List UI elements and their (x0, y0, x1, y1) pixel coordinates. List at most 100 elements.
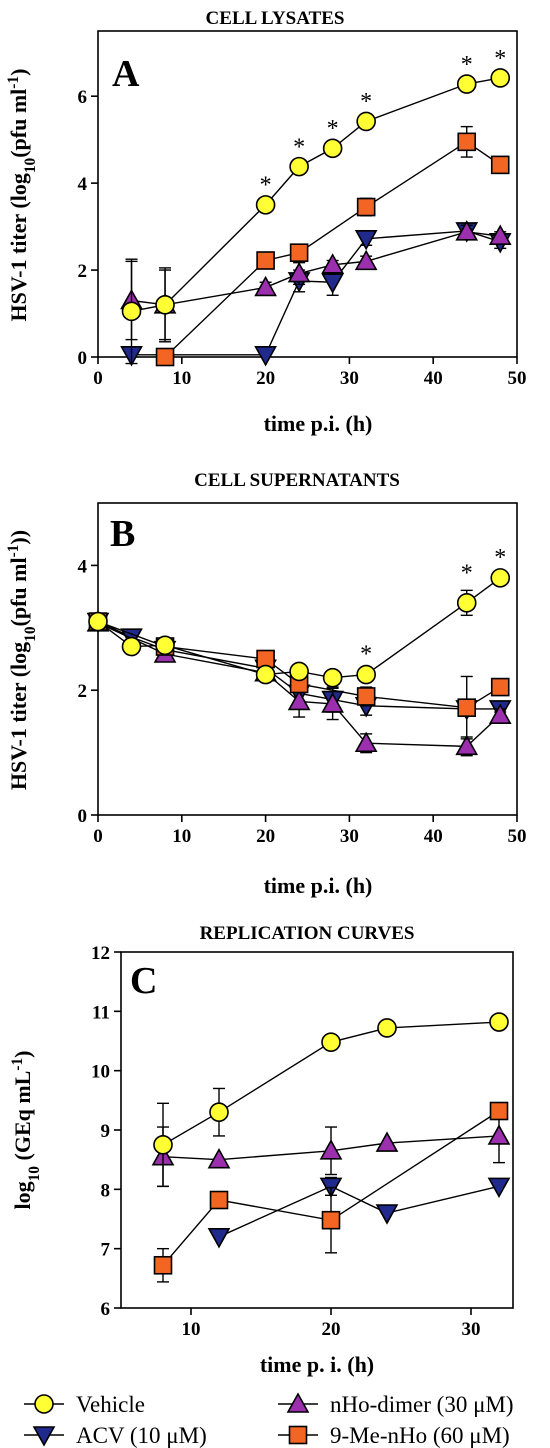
x-tick-label: 20 (256, 826, 275, 847)
significance-asterisk: * (494, 46, 506, 72)
x-tick-label: 0 (93, 826, 103, 847)
series-line (131, 231, 501, 306)
data-point (488, 703, 512, 724)
series-line (97, 622, 501, 748)
data-point (375, 1204, 399, 1225)
data-point (489, 1012, 509, 1032)
data-point (287, 689, 311, 711)
y-tick-label: 4 (78, 174, 88, 195)
data-point (254, 346, 277, 367)
y-axis-label: log10 (GEq mL-1) (9, 1050, 43, 1209)
significance-asterisk: * (327, 116, 339, 142)
panel-b: CELL SUPERNATANTS B 0 10 20 30 40 50 0 2 4 time p.i… (5, 470, 527, 898)
data-point (455, 734, 479, 756)
data-point (209, 1190, 229, 1210)
y-tick-label: 0 (78, 806, 88, 827)
significance-asterisk: * (461, 560, 473, 586)
data-point (254, 275, 277, 297)
y-tick-label: 11 (92, 1002, 110, 1023)
data-point (490, 677, 510, 697)
significance-asterisk: * (360, 641, 372, 667)
panel-letter: B (110, 513, 135, 555)
y-tick-label: 12 (91, 943, 110, 964)
panel-c: REPLICATION CURVES C 10 20 30 6 7 8 9 10 11 12 time … (9, 923, 514, 1377)
data-point (356, 111, 376, 132)
data-point (321, 692, 344, 713)
significance-asterisk: * (461, 52, 473, 78)
chart-title: CELL LYSATES (206, 8, 345, 29)
y-tick-label: 2 (78, 681, 88, 702)
chart-title: CELL SUPERNATANTS (194, 470, 400, 491)
data-point (455, 220, 479, 241)
data-point (377, 1018, 397, 1038)
series-vehicle (121, 68, 511, 365)
significance-asterisk: * (293, 134, 305, 160)
data-point (289, 243, 309, 262)
y-tick-label: 6 (78, 87, 88, 108)
legend-marker (286, 1392, 310, 1413)
series-acv (207, 1176, 511, 1249)
legend-item-methyl: 9-Me-nHo (60 μM) (278, 1423, 510, 1448)
data-point (490, 155, 510, 175)
y-tick-label: 4 (78, 556, 88, 577)
series-line (131, 77, 501, 313)
plot-frame (97, 502, 518, 816)
series-line (162, 1110, 500, 1266)
data-point (490, 568, 511, 588)
series-line (218, 1185, 500, 1238)
y-tick-label: 6 (101, 1299, 111, 1320)
data-point (153, 1255, 173, 1275)
legend: Vehicle nHo-dimer (30 μM) ACV (10 μM) 9-Me-… (24, 1392, 514, 1448)
data-point (319, 1139, 343, 1160)
x-tick-label: 30 (462, 1319, 481, 1340)
x-tick-label: 20 (322, 1319, 341, 1340)
data-point (321, 1210, 341, 1230)
series-methyl (155, 125, 510, 367)
x-tick-label: 40 (424, 826, 443, 847)
series-dimer (151, 1108, 511, 1188)
y-axis-label: HSV-1 titer (log10(pfu ml-1)) (5, 530, 39, 790)
data-point (356, 687, 376, 706)
x-tick-label: 0 (93, 368, 103, 389)
data-point (487, 1124, 511, 1145)
data-point (487, 1177, 511, 1199)
significance-asterisk: * (494, 545, 506, 571)
data-point (356, 197, 376, 217)
y-tick-label: 7 (101, 1240, 111, 1261)
panel-letter: C (130, 960, 157, 1002)
legend-marker (288, 1425, 308, 1445)
data-point (354, 731, 378, 753)
legend-marker (32, 1426, 56, 1447)
panel-a: CELL LYSATES A 0 10 20 30 40 50 0 2 4 6 time p.i. (h… (5, 8, 527, 436)
data-point (207, 1148, 231, 1169)
significance-asterisk: * (360, 89, 372, 115)
legend-label: Vehicle (76, 1392, 145, 1417)
data-point (321, 273, 344, 294)
y-tick-label: 9 (101, 1121, 111, 1142)
data-point (457, 698, 477, 717)
legend-item-dimer: nHo-dimer (30 μM) (278, 1392, 514, 1417)
data-point (354, 249, 378, 271)
legend-marker (34, 1394, 54, 1414)
data-point (209, 1102, 229, 1122)
data-point (322, 667, 343, 688)
y-tick-label: 8 (101, 1180, 111, 1201)
series-methyl (153, 1101, 509, 1283)
data-point (155, 635, 175, 656)
legend-label: 9-Me-nHo (60 μM) (330, 1423, 510, 1448)
y-axis-label: HSV-1 titer (log10(pfu ml-1) (5, 69, 39, 322)
x-tick-label: 40 (424, 368, 443, 389)
legend-label: ACV (10 μM) (76, 1423, 207, 1448)
plot-frame (97, 30, 518, 358)
x-tick-label: 10 (182, 1319, 201, 1340)
series-vehicle (88, 568, 511, 688)
data-point (289, 661, 309, 682)
x-tick-label: 50 (508, 368, 527, 389)
legend-item-acv: ACV (10 μM) (24, 1423, 207, 1448)
data-point (121, 301, 142, 322)
data-point (255, 195, 276, 215)
data-point (322, 138, 343, 159)
data-point (155, 295, 175, 315)
data-point (354, 229, 378, 251)
